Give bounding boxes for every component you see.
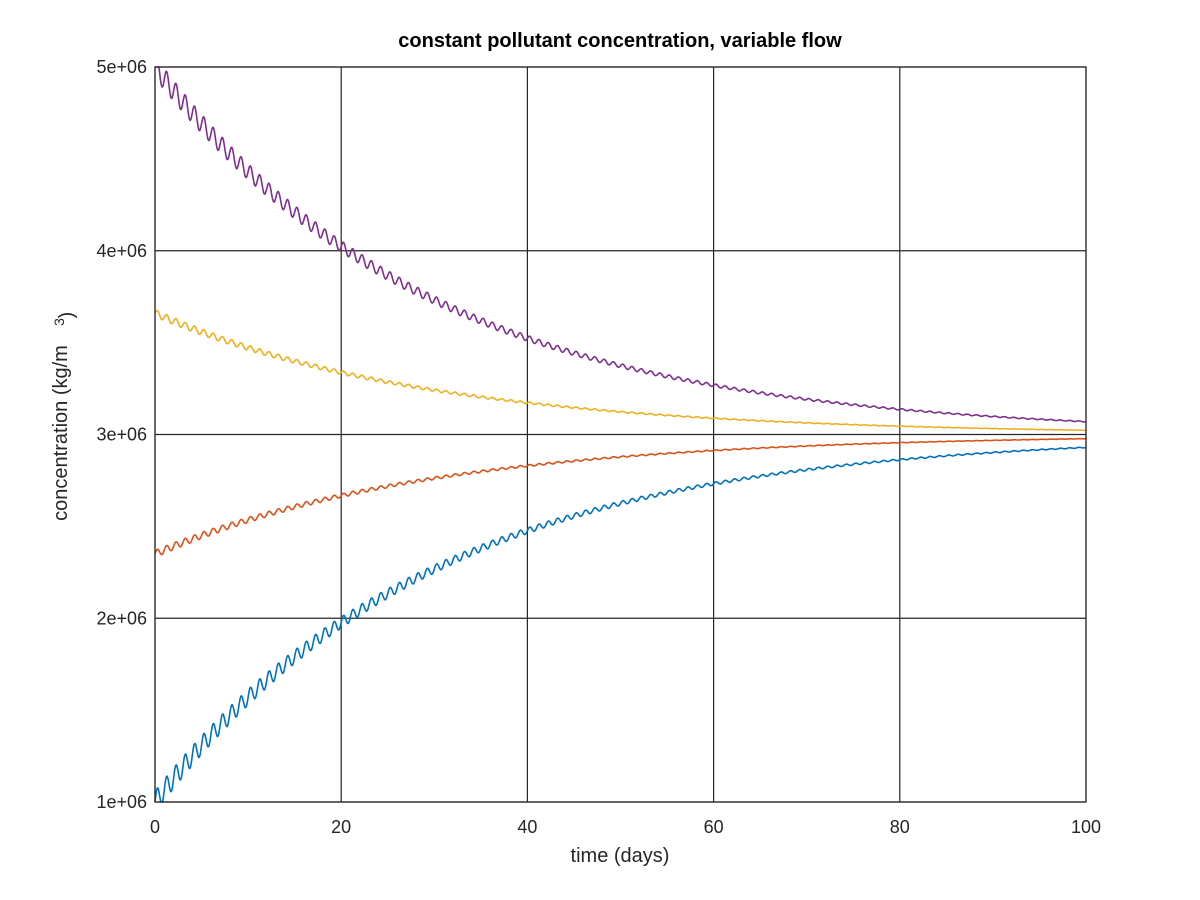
series-line-1 (154, 446, 1087, 803)
series-layer (154, 66, 1087, 803)
y-axis-label-superscript-group: 3 (51, 318, 67, 326)
series-line-4 (155, 66, 1087, 423)
chart-title: constant pollutant concentration, variab… (398, 30, 842, 52)
y-axis-label: concentration (kg/m (50, 345, 72, 521)
x-axis-label: time (days) (571, 845, 670, 867)
y-axis-label-superscript: 3 (51, 318, 67, 326)
y-tick-label: 3e+06 (96, 425, 147, 445)
series-line-2 (154, 437, 1087, 556)
y-tick-label: 4e+06 (96, 241, 147, 261)
y-ticks: 1e+06 2e+06 3e+06 4e+06 5e+06 (96, 57, 147, 812)
y-axis-label-close: ) (56, 312, 78, 319)
x-tick-label: 40 (517, 817, 537, 837)
y-tick-label: 2e+06 (96, 608, 147, 628)
x-ticks: 0 20 40 60 80 100 (150, 817, 1101, 837)
x-tick-label: 20 (331, 817, 351, 837)
y-axis-label-close-group: ) (56, 312, 78, 319)
plot-frame (154, 66, 1087, 803)
y-axis-label-group: concentration (kg/m (50, 345, 72, 521)
x-tick-label: 100 (1071, 817, 1101, 837)
x-tick-label: 80 (890, 817, 910, 837)
y-tick-label: 1e+06 (96, 792, 147, 812)
x-tick-label: 60 (704, 817, 724, 837)
series-line-3 (154, 309, 1087, 432)
x-tick-label: 0 (150, 817, 160, 837)
y-tick-label: 5e+06 (96, 57, 147, 77)
